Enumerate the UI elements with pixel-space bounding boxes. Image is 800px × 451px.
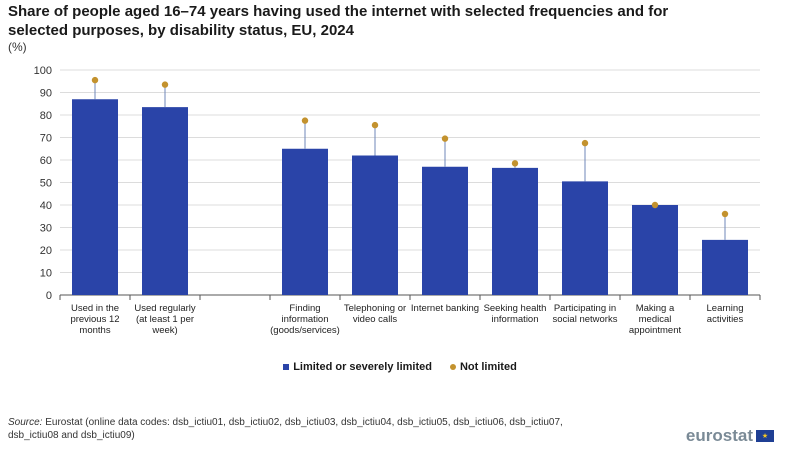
x-tick-label: previous 12 <box>70 314 119 325</box>
y-tick-label: 100 <box>34 65 52 77</box>
x-tick-label: Used in the <box>71 303 119 314</box>
x-tick-label: activities <box>707 314 744 325</box>
source-text: Eurostat (online data codes: dsb_ictiu01… <box>8 417 563 441</box>
dot-marker <box>441 135 449 142</box>
dot-marker <box>301 117 309 124</box>
bar <box>492 167 538 295</box>
y-tick-label: 50 <box>40 178 52 190</box>
y-tick-label: 0 <box>46 290 52 302</box>
x-tick-label: (at least 1 per <box>136 314 194 325</box>
x-tick-label: information <box>282 314 329 325</box>
bar <box>72 99 118 295</box>
dot-marker <box>371 121 379 129</box>
x-tick-label: Used regularly <box>134 303 195 314</box>
legend-label: Not limited <box>459 361 517 373</box>
x-tick-label: Telephoning or <box>344 303 406 314</box>
y-tick-label: 10 <box>40 268 52 280</box>
y-tick-label: 20 <box>40 245 52 257</box>
dot-marker <box>581 139 589 147</box>
legend-item-not-limited[interactable]: Not limited <box>449 361 517 373</box>
bar <box>282 148 328 295</box>
bar <box>702 239 748 295</box>
x-tick-label: Making a <box>636 303 675 314</box>
legend-item-limited[interactable]: Limited or severely limited <box>283 361 432 373</box>
x-tick-label: social networks <box>553 314 618 325</box>
x-tick-label: video calls <box>353 314 398 325</box>
x-tick-label: information <box>492 314 539 325</box>
unit-label: (%) <box>8 40 27 54</box>
y-tick-label: 80 <box>40 110 52 122</box>
dot-marker <box>91 76 99 84</box>
dot-marker <box>511 160 519 167</box>
bar-chart: 0 10 20 30 40 50 60 70 80 90 100 Used in thepreviou… <box>34 65 761 336</box>
logo-text: eurostat <box>685 426 753 445</box>
x-tick-label: medical <box>639 314 672 325</box>
dot-marker <box>651 201 659 209</box>
legend-label: Limited or severely limited <box>293 361 432 373</box>
x-tick-label: Finding <box>289 303 320 314</box>
eu-flag-icon: ★ <box>756 430 774 442</box>
bar <box>422 166 468 295</box>
x-tick-label: Seeking health <box>484 303 547 314</box>
x-tick-label: (goods/services) <box>270 325 340 336</box>
dot-marker <box>161 81 169 88</box>
x-tick-label: Internet banking <box>411 303 479 314</box>
bar <box>352 155 398 295</box>
legend: Limited or severely limited Not limited <box>0 361 800 373</box>
eurostat-logo: eurostat ★ <box>686 426 774 446</box>
legend-square-icon <box>283 364 290 370</box>
dot-marker <box>721 210 729 218</box>
x-tick-label: week) <box>151 325 177 336</box>
bar <box>142 107 188 295</box>
bar <box>562 181 608 295</box>
y-tick-label: 70 <box>40 133 52 145</box>
x-tick-label: appointment <box>629 325 682 336</box>
source-label: Source: <box>8 417 43 428</box>
chart-title: Share of people aged 16–74 years having … <box>8 3 669 39</box>
source-note: Source: Eurostat (online data codes: dsb… <box>8 416 568 442</box>
legend-dot-icon <box>449 364 456 370</box>
x-tick-label: months <box>79 325 110 336</box>
y-tick-label: 90 <box>40 88 52 100</box>
x-tick-label: Participating in <box>554 303 616 314</box>
bar <box>632 205 678 295</box>
y-tick-label: 60 <box>40 155 52 167</box>
y-tick-label: 30 <box>40 223 52 235</box>
x-tick-label: Learning <box>707 303 744 314</box>
y-tick-label: 40 <box>40 200 52 212</box>
